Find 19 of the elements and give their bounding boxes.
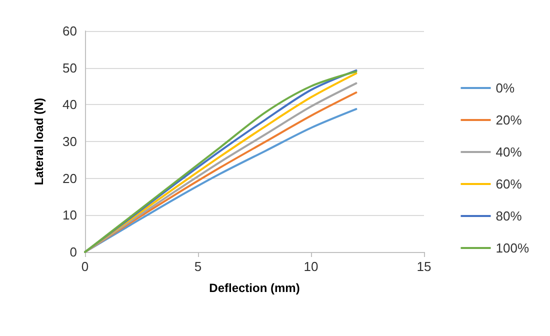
legend-label: 100% [496, 240, 530, 256]
x-axis-title: Deflection (mm) [209, 281, 300, 295]
legend-label: 40% [496, 144, 522, 160]
y-axis-title: Lateral load (N) [32, 98, 46, 186]
x-tick-label: 5 [194, 259, 202, 274]
y-tick-label: 0 [70, 244, 77, 260]
y-tick-label: 20 [62, 170, 77, 186]
legend-label: 80% [496, 208, 522, 224]
legend-label: 0% [496, 80, 515, 96]
y-tick-label: 60 [62, 24, 77, 38]
x-tick-label: 15 [416, 259, 432, 274]
legend-label: 20% [496, 112, 522, 128]
x-tick-label: 10 [304, 259, 318, 274]
y-tick-label: 40 [62, 97, 77, 112]
y-tick-label: 30 [62, 134, 77, 149]
legend-label: 60% [496, 176, 522, 192]
x-tick-label: 0 [81, 259, 89, 274]
y-tick-label: 10 [62, 208, 77, 223]
y-tick-label: 50 [62, 60, 77, 76]
